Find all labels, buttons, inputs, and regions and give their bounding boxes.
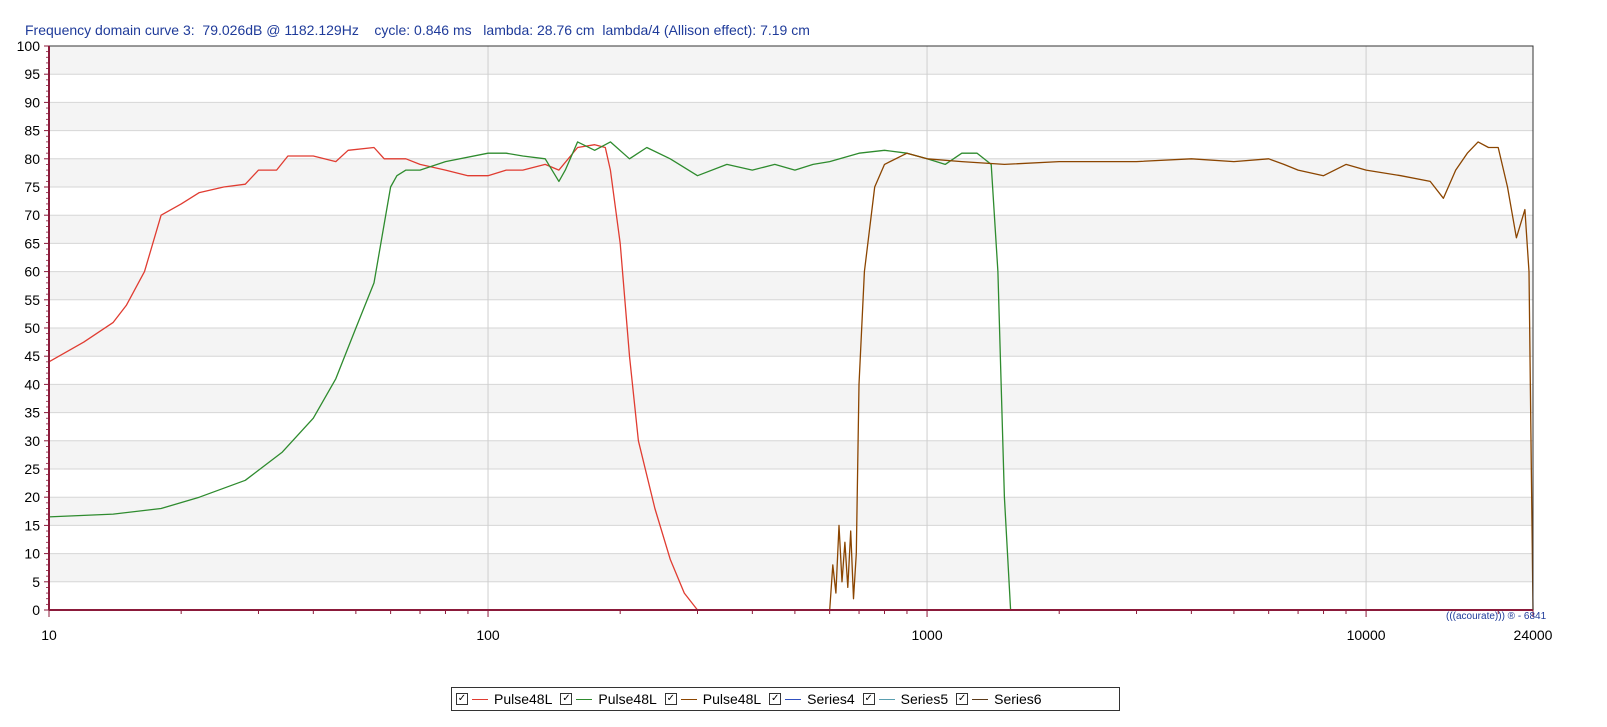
y-tick-label: 75 (24, 179, 40, 195)
legend-label: Series6 (994, 691, 1042, 707)
legend-checkbox[interactable]: ✓ (560, 693, 573, 705)
y-tick-label: 15 (24, 517, 40, 533)
x-tick-label: 1000 (911, 627, 942, 643)
legend-label: Pulse48L (702, 691, 762, 707)
y-tick-label: 60 (24, 264, 40, 280)
legend-item-2[interactable]: ✓ Pulse48L (560, 691, 657, 707)
y-tick-label: 30 (24, 433, 40, 449)
y-tick-label: 70 (24, 207, 40, 223)
y-axis: 0 5 10 15 20 25 30 35 40 45 50 55 60 65 70 75 80 85 90 95 10… (17, 38, 50, 618)
acourate-watermark: (((acourate))) ® - 6841 (1446, 611, 1547, 622)
legend-item-4[interactable]: ✓ Series4 (769, 691, 855, 707)
y-tick-label: 25 (24, 461, 40, 477)
y-tick-label: 45 (24, 348, 40, 364)
grid-band (49, 497, 1533, 526)
cursor-readout: Frequency domain curve 3: 79.026dB @ 118… (25, 22, 810, 38)
legend-item-6[interactable]: ✓ Series6 (956, 691, 1042, 707)
y-tick-label: 20 (24, 489, 40, 505)
legend-swatch (472, 698, 488, 700)
x-tick-label: 10 (41, 627, 57, 643)
y-tick-label: 90 (24, 94, 40, 110)
legend-checkbox[interactable]: ✓ (664, 693, 677, 705)
legend-swatch (680, 698, 697, 700)
y-tick-label: 5 (32, 574, 40, 590)
legend-swatch (576, 698, 593, 700)
grid-band (49, 102, 1533, 131)
legend-item-1[interactable]: ✓ Pulse48L (456, 691, 552, 707)
legend-label: Pulse48L (494, 691, 553, 707)
grid-band (49, 328, 1533, 357)
grid-band (49, 215, 1533, 244)
y-tick-label: 0 (32, 602, 40, 618)
legend-label: Pulse48L (598, 691, 657, 707)
frequency-response-chart[interactable]: 0 5 10 15 20 25 30 35 40 45 50 55 60 65 70 75 80 85 90 95 10… (0, 0, 1607, 680)
legend-swatch (785, 698, 802, 700)
grid-band (49, 553, 1533, 582)
legend-checkbox[interactable]: ✓ (956, 693, 969, 705)
grid-band (49, 384, 1533, 413)
legend-swatch (878, 698, 895, 700)
legend-item-3[interactable]: ✓ Pulse48L (664, 691, 762, 707)
y-tick-label: 95 (24, 66, 40, 82)
series-line-1 (48, 144, 699, 611)
legend-checkbox[interactable]: ✓ (862, 693, 875, 705)
legend-checkbox[interactable]: ✓ (769, 693, 782, 705)
y-tick-label: 80 (24, 151, 40, 167)
x-axis: 10 100 1000 10000 24000 (41, 609, 1553, 643)
x-tick-label: 100 (476, 627, 500, 643)
grid-band (49, 271, 1533, 300)
series-line-3 (829, 141, 1534, 611)
y-tick-label: 10 (24, 546, 40, 562)
legend-checkbox[interactable]: ✓ (456, 693, 468, 705)
legend: ✓ Pulse48L ✓ Pulse48L ✓ Pulse48L ✓ Series4 ✓ Seri… (451, 687, 1120, 711)
y-tick-label: 65 (24, 235, 40, 251)
y-tick-label: 50 (24, 320, 40, 336)
y-tick-label: 40 (24, 376, 40, 392)
legend-swatch (972, 698, 989, 700)
curves (48, 141, 1534, 611)
y-tick-label: 35 (24, 405, 40, 421)
x-tick-label: 24000 (1514, 627, 1553, 643)
legend-label: Series5 (900, 691, 949, 707)
x-tick-label: 10000 (1347, 627, 1386, 643)
legend-label: Series4 (807, 691, 855, 707)
y-tick-label: 85 (24, 123, 40, 139)
legend-item-5[interactable]: ✓ Series5 (862, 691, 949, 707)
grid-lines (49, 46, 1533, 610)
y-tick-label: 55 (24, 292, 40, 308)
grid-band (49, 440, 1533, 469)
y-tick-label: 100 (17, 38, 41, 54)
grid-band (49, 46, 1533, 75)
grid-band (49, 158, 1533, 187)
